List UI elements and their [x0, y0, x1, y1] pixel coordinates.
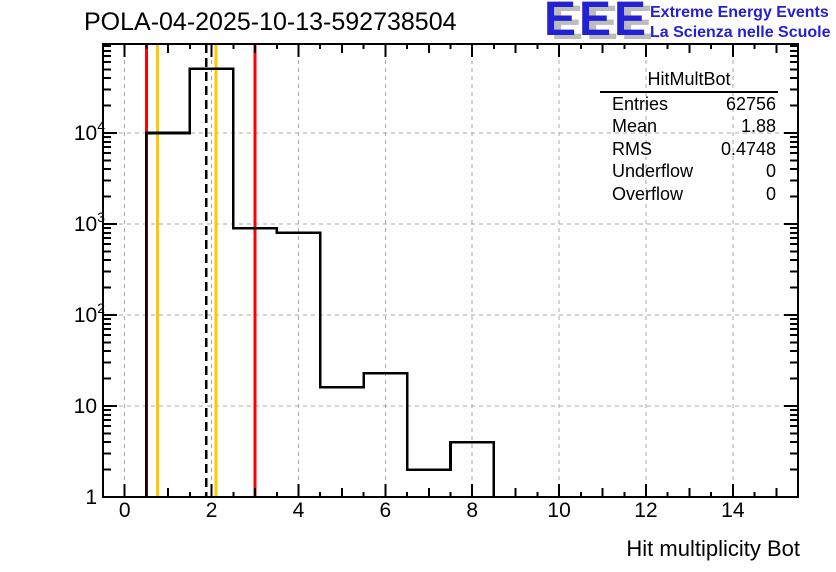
- stats-box: HitMultBot Entries 62756 Mean 1.88 RMS 0…: [600, 70, 778, 205]
- svg-text:1: 1: [85, 486, 97, 509]
- grid-layer: [103, 44, 798, 497]
- y-tick-labels: 1 10 102 103 104: [74, 118, 106, 509]
- svg-text:10: 10: [547, 499, 570, 522]
- stats-label: Underflow: [612, 161, 694, 182]
- svg-text:12: 12: [634, 499, 657, 522]
- stats-value: 0: [765, 183, 776, 204]
- stats-label: Entries: [612, 94, 669, 114]
- stats-value: 0: [765, 161, 776, 182]
- stats-label: RMS: [612, 138, 652, 159]
- stats-label: Overflow: [612, 183, 684, 204]
- svg-text:102: 102: [74, 300, 105, 327]
- x-tick-labels: 0 2 4 6 8 10 12 14: [119, 499, 745, 522]
- plot-title: POLA-04-2025-10-13-592738504: [84, 8, 457, 36]
- stats-row-overflow: Overflow 0: [600, 183, 778, 205]
- svg-text:6: 6: [380, 499, 392, 522]
- svg-text:0: 0: [119, 499, 131, 522]
- stats-label: Mean: [612, 116, 658, 137]
- svg-text:8: 8: [466, 499, 478, 522]
- x-axis-title: Hit multiplicity Bot: [626, 536, 800, 561]
- stats-value: 0.4748: [720, 138, 776, 159]
- eee-logo-line2: La Scienza nelle Scuole: [650, 24, 831, 41]
- stats-row-mean: Mean 1.88: [600, 115, 778, 137]
- stats-row-entries: Entries 62756: [600, 93, 778, 115]
- eee-logo-line1: Extreme Energy Events: [650, 4, 829, 21]
- eee-logo-text: Extreme Energy Events La Scienza nelle S…: [650, 3, 831, 43]
- stats-value: 62756: [725, 94, 776, 114]
- svg-text:103: 103: [74, 209, 105, 236]
- marker-lines-layer: [144, 44, 257, 497]
- stats-row-underflow: Underflow 0: [600, 160, 778, 182]
- histogram-step-path: [145, 67, 496, 497]
- tick-marks: [103, 44, 798, 498]
- stats-value: 1.88: [740, 116, 776, 137]
- eee-logo-acronym: EEE: [544, 0, 650, 46]
- svg-text:104: 104: [74, 118, 105, 145]
- stats-row-rms: RMS 0.4748: [600, 138, 778, 160]
- svg-text:2: 2: [206, 499, 218, 522]
- stats-title: HitMultBot: [600, 70, 778, 93]
- svg-text:4: 4: [293, 499, 305, 522]
- svg-text:10: 10: [74, 395, 97, 418]
- svg-text:14: 14: [721, 499, 745, 522]
